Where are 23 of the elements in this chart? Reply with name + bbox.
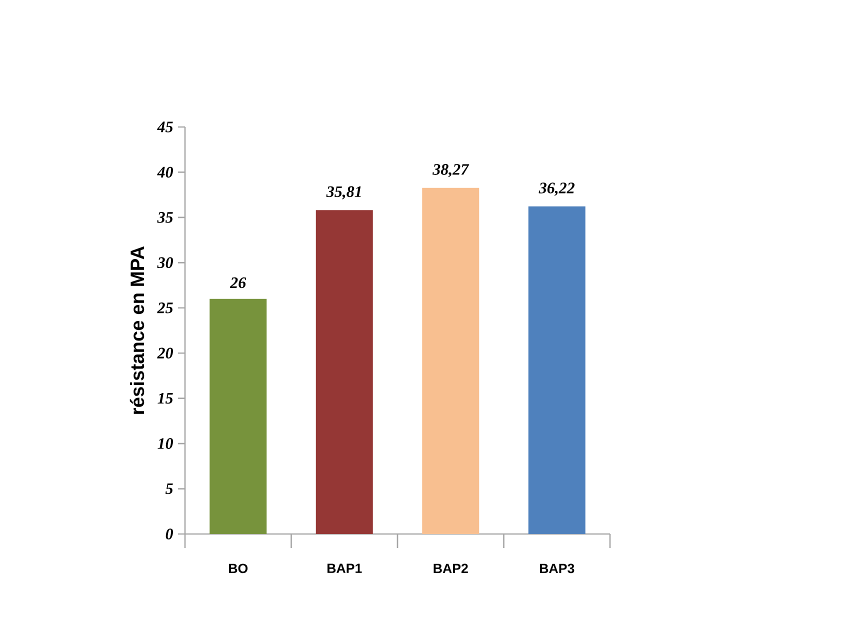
y-tick-label: 10 (158, 438, 174, 449)
y-tick-label: 15 (158, 392, 173, 404)
data-label: 36,22 (538, 182, 575, 196)
y-tick-label: 0 (166, 528, 174, 540)
bar (422, 188, 480, 534)
x-tick-label: BAP1 (327, 564, 362, 573)
data-label: 38,27 (432, 164, 470, 178)
x-tick-label: BO (229, 564, 248, 574)
data-label: 26 (230, 277, 246, 288)
y-tick-label: 20 (157, 348, 174, 358)
y-tick-label: 45 (157, 122, 173, 132)
bar (528, 206, 586, 534)
y-tick-label: 35 (157, 212, 173, 223)
x-tick-label: BAP2 (434, 564, 468, 574)
y-tick-label: 5 (165, 483, 173, 494)
y-axis-title: résistance en MPA (130, 246, 144, 414)
y-tick-label: 25 (157, 302, 173, 314)
bar (316, 210, 373, 534)
bar (210, 298, 267, 534)
data-label: 35,81 (326, 186, 361, 200)
y-tick-label: 30 (157, 257, 174, 268)
y-tick-label: 40 (157, 166, 174, 178)
x-tick-label: BAP3 (540, 564, 574, 574)
